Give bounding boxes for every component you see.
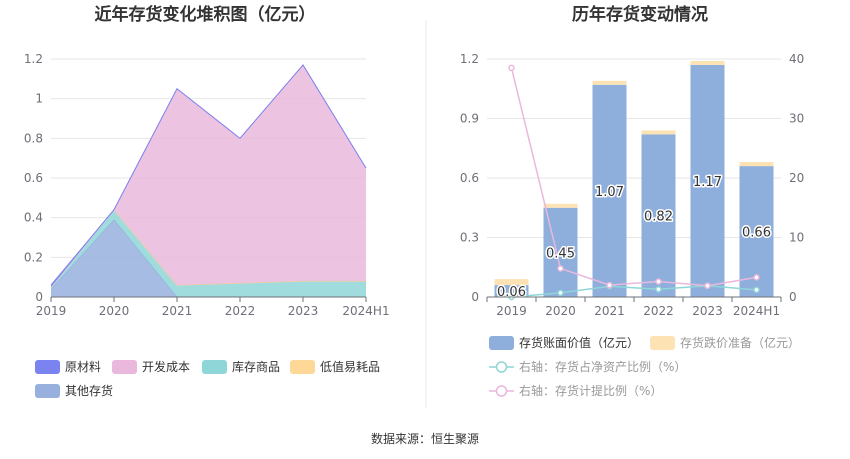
y-tick-label: 1 — [35, 92, 43, 106]
x-tick-label: 2024H1 — [342, 304, 389, 318]
y2-tick-label: 10 — [789, 231, 804, 245]
legend-label: 低值易耗品 — [320, 359, 380, 374]
x-tick-label: 2023 — [288, 304, 319, 318]
legend-swatch[interactable] — [489, 336, 514, 350]
bar-chart-bars — [494, 60, 774, 298]
y-tick-label: 1.2 — [24, 52, 43, 66]
line-point — [655, 286, 662, 293]
y-tick-label: 0.3 — [460, 231, 479, 245]
bar-impairment — [641, 130, 676, 135]
y-tick-label: 0.6 — [460, 171, 479, 185]
line-point — [753, 286, 760, 294]
x-tick-label: 2019 — [496, 304, 527, 318]
bar-impairment — [690, 60, 725, 65]
legend-label: 原材料 — [65, 360, 101, 374]
bar-chart-axes: 2019 2020 2021 2022 2023 2024H1 0 0.3 0.6 0.9 1.2 0… — [460, 52, 804, 318]
x-tick-label: 2021 — [162, 304, 193, 318]
x-tick-label: 2024H1 — [733, 304, 780, 318]
area-chart-axes: 2019 2020 2021 2022 2023 2024H1 0 0.2 0.4 0.6 0.8 1… — [24, 52, 390, 318]
combo-bar-line-chart: 历年存货变动情况 0.060.451.070.821.170.66 2019 20… — [460, 4, 804, 398]
legend-marker[interactable] — [495, 385, 508, 397]
x-tick-label: 2020 — [99, 304, 130, 318]
legend-swatch[interactable] — [35, 384, 60, 398]
y-tick-label: 0.6 — [24, 171, 43, 185]
legend-label: 右轴：存货计提比例（%） — [519, 383, 662, 398]
y2-tick-label: 20 — [789, 171, 804, 185]
legend-swatch[interactable] — [650, 336, 675, 350]
bar-data-label: 0.66 — [742, 226, 771, 241]
y-tick-label: 0.2 — [24, 250, 43, 264]
bar-impairment — [739, 162, 774, 167]
bar-impairment — [592, 80, 627, 85]
bar-chart-gridlines — [487, 58, 781, 238]
legend-label: 其他存货 — [65, 383, 113, 398]
x-tick-label: 2023 — [692, 304, 723, 318]
line-point — [655, 278, 662, 285]
line-point — [753, 274, 760, 281]
bar-chart-lines — [508, 64, 760, 301]
legend-label: 存货跌价准备（亿元） — [680, 335, 800, 350]
legend-label: 开发成本 — [142, 359, 190, 374]
line-point — [508, 64, 515, 72]
legend-label: 存货账面价值（亿元） — [519, 335, 639, 350]
bar-chart-legend[interactable]: 存货账面价值（亿元） 存货跌价准备（亿元） 右轴：存货占净资产比例（%） 右轴：存货计… — [489, 335, 800, 398]
bar-chart-title: 历年存货变动情况 — [572, 4, 708, 25]
area-其他存货 — [51, 219, 366, 297]
y-tick-label: 0.4 — [24, 211, 43, 225]
area-edge-原材料 — [50, 64, 367, 286]
y-tick-label: 0 — [35, 290, 43, 304]
y-tick-label: 0.9 — [460, 112, 479, 126]
bar-data-label: 1.07 — [595, 185, 624, 200]
x-tick-label: 2022 — [225, 304, 256, 318]
area-chart-title: 近年存货变化堆积图（亿元） — [95, 4, 316, 25]
bar-book-value — [494, 285, 529, 297]
y2-tick-label: 40 — [789, 52, 804, 66]
area-chart-series — [50, 64, 367, 298]
x-tick-label: 2022 — [643, 304, 674, 318]
x-tick-label: 2021 — [594, 304, 625, 318]
legend-label: 库存商品 — [232, 359, 280, 374]
area-开发成本 — [51, 64, 366, 288]
bar-impairment — [543, 203, 578, 208]
y-tick-label: 0 — [471, 290, 479, 304]
bar-book-value — [641, 134, 676, 297]
area-库存商品 — [51, 209, 366, 297]
bar-book-value — [592, 84, 627, 298]
y2-tick-label: 30 — [789, 112, 804, 126]
line-point — [704, 282, 711, 289]
y2-tick-label: 0 — [789, 290, 797, 304]
x-tick-label: 2020 — [545, 304, 576, 318]
bar-data-label: 0.82 — [644, 210, 673, 225]
legend-marker[interactable] — [495, 361, 508, 373]
bar-data-label: 0.06 — [497, 285, 526, 300]
line-右轴：存货占净资产比例（%） — [511, 284, 757, 298]
bar-data-label: 1.17 — [693, 175, 722, 190]
bar-book-value — [690, 64, 725, 297]
x-tick-label: 2019 — [36, 304, 67, 318]
stacked-area-chart: 近年存货变化堆积图（亿元） 2019 2020 2021 2022 2023 2024H1… — [24, 4, 390, 398]
bar-data-label: 0.45 — [546, 246, 575, 261]
line-point — [606, 281, 613, 289]
legend-swatch[interactable] — [112, 360, 137, 374]
legend-swatch[interactable] — [35, 360, 60, 374]
data-source-note: 数据来源：恒生聚源 — [371, 431, 479, 446]
legend-swatch[interactable] — [290, 360, 315, 374]
line-point — [557, 289, 564, 297]
line-右轴：存货计提比例（%） — [510, 67, 757, 287]
y-tick-label: 1.2 — [460, 52, 479, 66]
line-point — [557, 265, 564, 272]
y-tick-label: 0.8 — [24, 131, 43, 145]
legend-swatch[interactable] — [202, 360, 227, 374]
bar-impairment — [494, 279, 529, 286]
legend-label: 右轴：存货占净资产比例（%） — [519, 359, 686, 374]
